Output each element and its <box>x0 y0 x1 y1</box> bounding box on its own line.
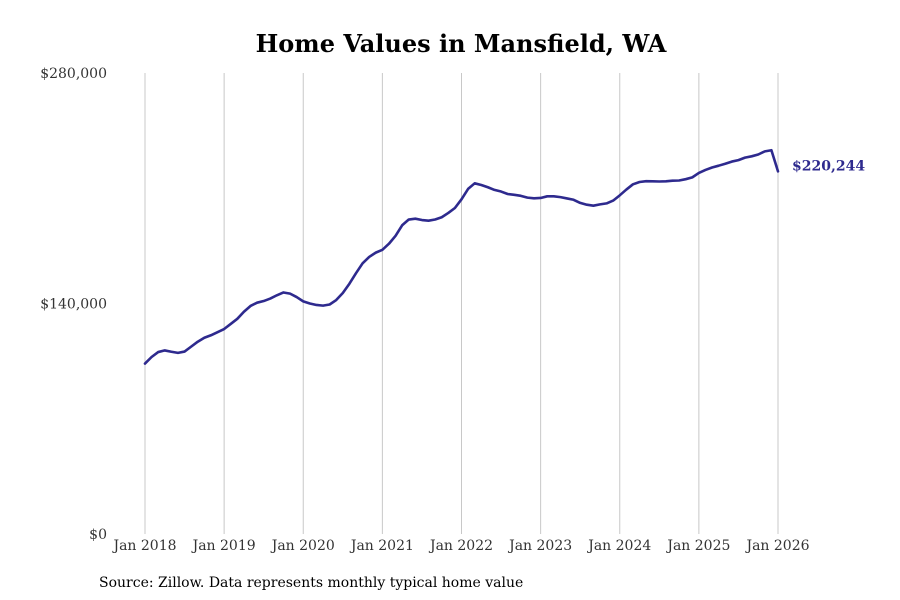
y-tick-label: $280,000 <box>40 66 107 82</box>
y-axis-ticks: $0 $140,000 $280,000 <box>40 66 107 543</box>
vertical-gridlines <box>144 73 779 534</box>
x-tick-label: Jan 2019 <box>191 538 256 554</box>
x-tick-label: Jan 2025 <box>665 538 730 554</box>
x-tick-label: Jan 2018 <box>111 538 176 554</box>
x-tick-label: Jan 2023 <box>507 538 572 554</box>
source-note: Source: Zillow. Data represents monthly … <box>99 575 523 591</box>
series-line <box>143 148 780 365</box>
x-tick-label: Jan 2020 <box>270 538 335 554</box>
x-tick-label: Jan 2024 <box>586 538 651 554</box>
y-tick-label: $140,000 <box>40 297 107 313</box>
series-group: $220,244 <box>143 148 865 365</box>
x-tick-label: Jan 2021 <box>349 538 414 554</box>
x-tick-label: Jan 2022 <box>428 538 493 554</box>
chart-title: Home Values in Mansfield, WA <box>256 29 667 58</box>
x-axis-ticks: Jan 2018 Jan 2019 Jan 2020 Jan 2021 Jan 2022… <box>111 538 809 554</box>
x-tick-label: Jan 2026 <box>744 538 809 554</box>
end-value-label: $220,244 <box>792 158 865 174</box>
y-tick-label: $0 <box>89 527 107 543</box>
